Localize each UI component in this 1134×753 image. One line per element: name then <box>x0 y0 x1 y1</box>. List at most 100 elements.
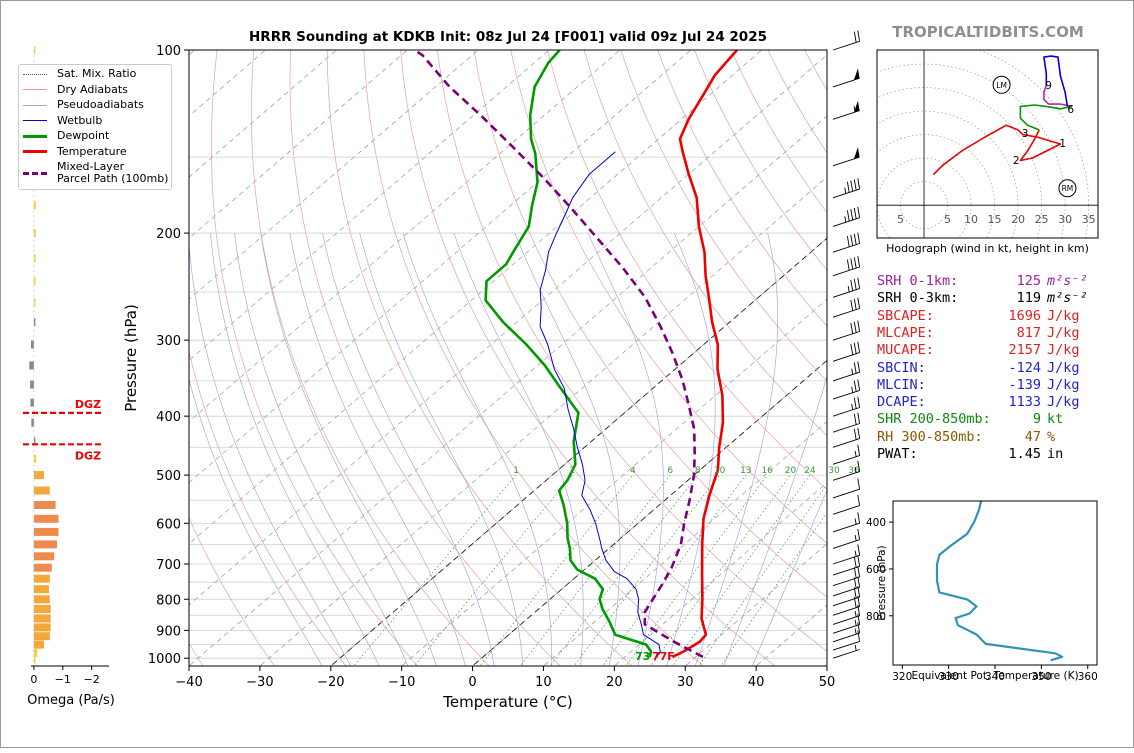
stat-label: DCAPE: <box>877 394 926 411</box>
stat-unit: J/kg <box>1047 394 1080 411</box>
stat-value: -124 <box>1008 360 1041 377</box>
stat-unit: J/kg <box>1047 308 1080 325</box>
pseudoadiabat <box>403 233 552 671</box>
omega-bar <box>34 540 57 548</box>
stat-label: SHR 200-850mb: <box>877 411 991 428</box>
omega-tick-label: −1 <box>55 673 71 686</box>
wind-barb <box>833 495 860 515</box>
hodograph-ring-label: 10 <box>964 213 978 226</box>
pseudoadiabat <box>515 233 620 671</box>
wind-barbs <box>833 31 860 659</box>
pseudoadiabat <box>290 233 467 671</box>
legend-swatch <box>23 105 47 106</box>
x-tick-label: −20 <box>317 675 344 690</box>
legend-label: Dry Adiabats <box>57 84 128 96</box>
isotherm-line <box>254 50 974 671</box>
stat-unit: % <box>1047 429 1055 446</box>
series-line-dewpoint <box>486 50 651 657</box>
dry-adiabat <box>170 50 350 671</box>
x-tick-label: 40 <box>748 675 765 690</box>
brand-watermark: TROPICALTIDBITS.COM <box>892 23 1084 41</box>
stat-unit: kt <box>1047 411 1063 428</box>
wind-barb <box>833 207 860 227</box>
omega-bar <box>34 564 52 572</box>
mixing-ratio-line <box>669 475 810 671</box>
stat-unit: m²s⁻² <box>1047 273 1088 290</box>
hodograph-height-label: 2 <box>1013 155 1020 167</box>
omega-bar <box>34 575 50 583</box>
wind-barb <box>833 68 860 87</box>
stat-label: SBCAPE: <box>877 308 934 325</box>
omega-bar <box>34 614 51 622</box>
omega-bar <box>34 641 44 649</box>
mixing-ratio-label: 30 <box>828 466 840 476</box>
mixing-ratio-line <box>410 475 572 671</box>
wind-barb <box>833 512 860 532</box>
wind-barb <box>833 342 860 362</box>
stat-value: 125 <box>1017 273 1041 290</box>
pseudoadiabat <box>694 233 778 671</box>
y-tick-label: 300 <box>156 334 181 349</box>
hodograph-trace <box>933 125 1060 174</box>
chart-legend: Sat. Mix. Ratio Dry Adiabats Pseudoadiabat… <box>18 64 172 190</box>
legend-swatch <box>23 74 47 75</box>
hodograph-caption: Hodograph (wind in kt, height in km) <box>886 242 1089 255</box>
stat-value: 119 <box>1017 290 1041 307</box>
omega-bar <box>29 361 34 369</box>
hodograph-ring-label: 30 <box>1058 213 1072 226</box>
omega-bar <box>34 632 50 640</box>
omega-bar <box>34 515 59 523</box>
legend-entry: Dry Adiabats <box>23 83 128 97</box>
legend-swatch <box>23 120 47 121</box>
legend-swatch <box>23 172 47 175</box>
theta-e-line <box>937 501 1062 660</box>
wind-barb <box>833 233 860 253</box>
dgz-label: DGZ <box>75 398 101 411</box>
y-tick-label: 200 <box>156 227 181 242</box>
legend-label: Sat. Mix. Ratio <box>57 68 136 80</box>
wind-barb <box>833 478 860 498</box>
theta-e-y-label: Pressure (hPa) <box>876 545 888 620</box>
mixing-ratio-label: 8 <box>695 466 701 476</box>
omega-bar <box>34 605 51 613</box>
mixing-ratio-label: 20 <box>785 466 797 476</box>
dry-adiabat <box>211 50 422 671</box>
omega-tick-label: 0 <box>30 673 37 686</box>
legend-label: Pseudoadiabats <box>57 99 144 111</box>
omega-bar <box>34 455 36 463</box>
omega-tick-label: −2 <box>84 673 100 686</box>
pseudoadiabat <box>188 233 353 671</box>
omega-bar <box>34 623 51 631</box>
stat-unit: J/kg <box>1047 342 1080 359</box>
omega-bar <box>34 201 36 209</box>
theta-e-x-label: Equivalent Pot. Temperature (K) <box>911 670 1078 682</box>
y-tick-label: 100 <box>156 44 181 59</box>
omega-bar <box>30 399 34 407</box>
mixing-ratio-label: 10 <box>714 466 726 476</box>
stat-value: 817 <box>1017 325 1041 342</box>
wind-barb <box>833 321 860 341</box>
stat-value: 47 <box>1025 429 1041 446</box>
stat-label: MLCAPE: <box>877 325 934 342</box>
y-tick-label: 800 <box>156 593 181 608</box>
hodograph-height-label: 1 <box>1059 138 1066 150</box>
mixing-ratio-label: 1 <box>513 466 519 476</box>
omega-bar <box>34 501 56 509</box>
wind-barb <box>833 413 860 433</box>
wind-barb <box>833 645 860 658</box>
theta-e-x-tick-label: 320 <box>892 671 912 683</box>
wind-barb <box>833 380 860 400</box>
x-tick-label: 30 <box>677 675 694 690</box>
mixing-ratio-label: 4 <box>630 466 636 476</box>
omega-axis-label: Omega (Pa/s) <box>27 693 115 708</box>
mixing-ratio-label: 24 <box>804 466 816 476</box>
stat-label: MUCAPE: <box>877 342 934 359</box>
wind-barb <box>833 361 860 381</box>
legend-swatch <box>23 135 47 138</box>
hodograph-ring-label: 5 <box>897 213 904 226</box>
omega-bar <box>34 229 36 237</box>
dry-adiabat <box>290 50 566 671</box>
legend-entry: Temperature <box>23 145 127 159</box>
